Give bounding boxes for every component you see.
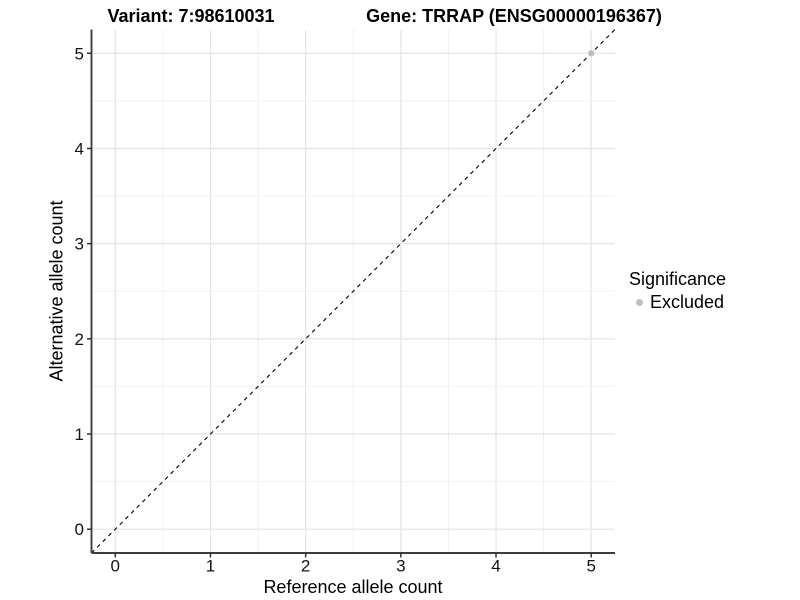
plot-title-gene: Gene: TRRAP (ENSG00000196367) <box>366 6 662 26</box>
grid-minor-lines <box>91 29 615 553</box>
svg-text:1: 1 <box>75 425 84 444</box>
svg-text:2: 2 <box>75 330 84 349</box>
legend: Significance Excluded <box>629 269 726 312</box>
svg-text:4: 4 <box>491 557 500 576</box>
identity-reference-line <box>91 29 616 554</box>
svg-text:5: 5 <box>586 557 595 576</box>
legend-title: Significance <box>629 269 727 289</box>
x-tick-labels: 0 1 2 3 4 5 <box>111 557 596 576</box>
svg-text:2: 2 <box>301 557 310 576</box>
excluded-dot-icon <box>636 298 643 306</box>
plot-title-variant: Variant: 7:98610031 <box>107 6 275 26</box>
svg-text:0: 0 <box>75 520 84 539</box>
legend-item-excluded: Excluded <box>629 292 726 312</box>
svg-text:3: 3 <box>75 235 84 254</box>
svg-text:3: 3 <box>396 557 405 576</box>
y-tick-labels: 0 1 2 3 4 5 <box>75 44 84 539</box>
svg-text:5: 5 <box>75 44 84 63</box>
data-points <box>588 50 595 57</box>
grid-major-lines <box>91 29 615 553</box>
legend-item-label: Excluded <box>650 292 725 312</box>
svg-text:4: 4 <box>75 139 84 158</box>
axis-tick-marks <box>87 52 592 558</box>
x-axis-title: Reference allele count <box>263 577 443 597</box>
svg-text:1: 1 <box>206 557 215 576</box>
y-axis-title: Alternative allele count <box>46 200 67 382</box>
axis-lines <box>90 29 615 554</box>
svg-text:0: 0 <box>111 557 120 576</box>
